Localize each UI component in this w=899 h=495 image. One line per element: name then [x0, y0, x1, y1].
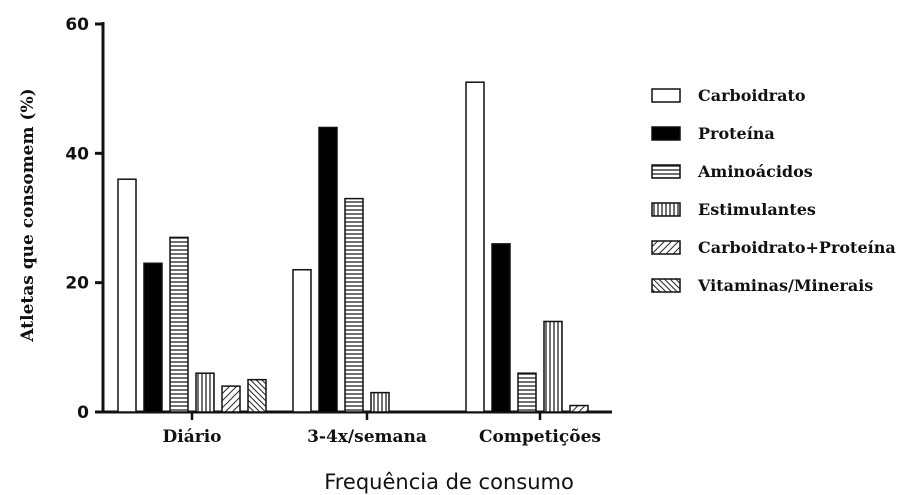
bar-3-3 — [517, 372, 537, 413]
y-tick-label: 60 — [65, 15, 89, 35]
bar-2-1 — [143, 262, 163, 413]
bar-3-1 — [169, 236, 189, 413]
bars — [117, 81, 589, 413]
legend-swatch — [651, 202, 681, 217]
category-labels: Diário 3-4x/semana Competições — [163, 427, 601, 447]
bar-6-1 — [247, 378, 267, 413]
legend-label: Vitaminas/Minerais — [697, 276, 873, 295]
legend-swatch — [651, 278, 681, 293]
y-tick-label: 20 — [65, 274, 89, 294]
bar-4-1 — [195, 372, 215, 413]
bar-2-3 — [491, 243, 511, 413]
bar-1-1 — [117, 178, 137, 413]
legend-label: Carboidrato+Proteína — [698, 238, 896, 257]
y-tick-label: 0 — [77, 403, 89, 423]
y-tick-label: 40 — [65, 144, 89, 164]
legend-label: Estimulantes — [698, 200, 816, 219]
legend-swatch — [651, 164, 681, 179]
legend-label: Aminoácidos — [697, 162, 813, 181]
category-label: 3-4x/semana — [307, 427, 427, 447]
legend: Carboidrato Proteína Aminoácidos Estimulant… — [651, 86, 896, 295]
bar-5-3 — [569, 404, 589, 413]
legend-swatch — [651, 240, 681, 255]
y-axis-label: Atletas que consomem (%) — [18, 88, 38, 342]
legend-label: Proteína — [698, 124, 775, 143]
bar-2-2 — [318, 126, 338, 413]
bar-4-3 — [543, 320, 563, 413]
legend-swatch — [651, 88, 681, 103]
bar-1-3 — [465, 81, 485, 413]
category-label: Competições — [479, 427, 601, 447]
bar-3-2 — [344, 197, 364, 413]
category-label: Diário — [163, 427, 222, 447]
x-axis-label: Frequência de consumo — [324, 470, 574, 494]
legend-label: Carboidrato — [698, 86, 806, 105]
legend-swatch — [651, 126, 681, 141]
bar-1-2 — [292, 268, 312, 413]
bar-5-1 — [221, 385, 241, 413]
bar-4-2 — [370, 391, 390, 413]
